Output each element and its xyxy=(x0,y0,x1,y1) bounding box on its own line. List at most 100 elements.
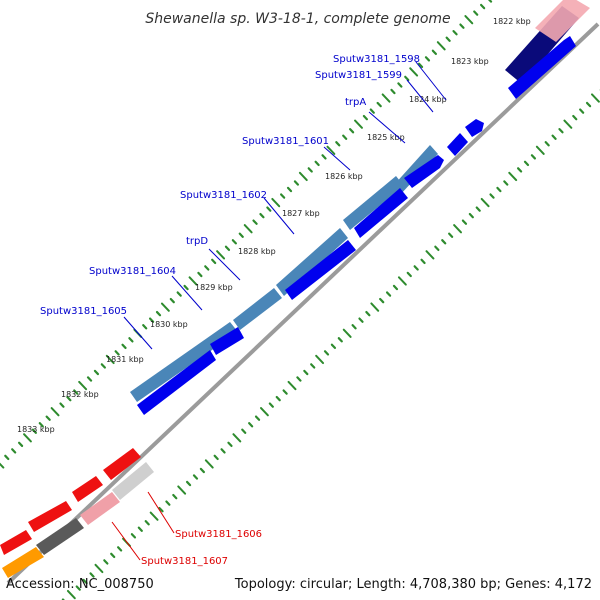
outer-scale-mark xyxy=(404,75,410,82)
cds-block-1609 xyxy=(2,547,44,578)
inner-scale-mark xyxy=(441,239,447,245)
inner-scale-mark xyxy=(392,284,399,291)
cds-block-1608 xyxy=(36,518,84,555)
outer-scale-mark xyxy=(11,448,17,454)
inner-scale-mark xyxy=(282,389,288,395)
outer-scale-mark xyxy=(105,354,115,365)
reverse-cds-blocks xyxy=(2,462,154,578)
inner-scale-mark xyxy=(337,337,343,343)
outer-scale-mark xyxy=(280,193,286,199)
inner-scale-mark xyxy=(89,572,95,578)
outer-scale-mark xyxy=(160,302,170,312)
outer-scale-mark xyxy=(50,407,60,417)
inner-scale-mark xyxy=(579,108,585,114)
outer-scale-mark xyxy=(452,30,458,36)
outer-scale-mark xyxy=(487,0,493,3)
inner-scale-mark xyxy=(144,520,150,526)
outer-scale-mark xyxy=(216,250,226,260)
cds-block-trpD xyxy=(276,228,348,296)
inner-scale-mark xyxy=(385,291,392,297)
outer-scale-mark xyxy=(390,88,396,95)
outer-scale-mark xyxy=(369,108,375,114)
leader-line xyxy=(111,521,141,561)
cds-block-1606 xyxy=(112,462,154,500)
leader-line xyxy=(208,248,241,281)
inner-scale-mark xyxy=(185,480,192,487)
inner-scale-mark xyxy=(475,206,481,212)
gene-arrow-1604 xyxy=(210,327,244,355)
inner-scale-mark xyxy=(213,454,219,461)
inner-scale-mark xyxy=(227,441,233,448)
inner-scale-mark xyxy=(351,324,357,330)
inner-scale-mark xyxy=(303,369,309,376)
leader-line xyxy=(415,61,447,101)
outer-scale-mark xyxy=(252,219,258,225)
inner-scale-mark xyxy=(232,433,242,443)
reverse-gene-label: Sputw3181_1607 xyxy=(141,556,228,567)
genome-backbone xyxy=(6,22,600,585)
scale-tick-label: 1830 kbp xyxy=(150,320,188,329)
cds-block-1602 xyxy=(343,176,404,230)
cds-block-1607 xyxy=(80,492,120,525)
reverse-genes xyxy=(0,448,141,555)
inner-scale-mark xyxy=(130,533,137,539)
outer-scale-mark xyxy=(73,389,79,395)
gene-arrow-1598 xyxy=(508,36,576,99)
outer-scale-mark xyxy=(436,41,446,51)
outer-scale-mark xyxy=(271,197,281,208)
gene-arrow-trpA xyxy=(465,119,484,137)
inner-scale-mark xyxy=(204,459,214,469)
inner-scale-mark xyxy=(323,350,330,356)
inner-scale-mark xyxy=(117,546,123,552)
genome-title: Shewanella sp. W3-18-1, complete genome xyxy=(145,11,450,27)
cds-block-1604 xyxy=(233,288,282,330)
gene-arrow-1606 xyxy=(103,448,141,480)
inner-scale-mark xyxy=(496,186,502,193)
outer-scale-mark xyxy=(307,167,313,173)
forward-gene-label: Sputw3181_1601 xyxy=(242,136,329,147)
gene-arrow-1601 xyxy=(404,155,444,188)
inner-scale-mark xyxy=(516,167,523,173)
leader-line xyxy=(123,316,153,350)
inner-scale-mark xyxy=(75,585,81,591)
outer-scale-mark xyxy=(4,454,10,461)
inner-scale-mark xyxy=(103,559,109,565)
outer-scale-mark xyxy=(259,212,265,219)
inner-scale-mark xyxy=(489,193,495,199)
inner-scale-mark xyxy=(342,328,352,338)
inner-scale-mark xyxy=(503,180,509,186)
outer-scale-mark xyxy=(286,186,293,193)
outer-scale-mark xyxy=(473,10,479,16)
outer-scale-mark xyxy=(243,224,253,234)
outer-scale-mark xyxy=(211,258,217,265)
outer-scale-mark xyxy=(204,265,210,271)
leader-line xyxy=(171,275,203,311)
inner-scale-mark xyxy=(461,219,468,225)
outer-scale-mark xyxy=(362,114,369,121)
outer-scale-mark xyxy=(155,310,162,317)
cds-block-1605 xyxy=(130,322,238,402)
inner-scale-mark xyxy=(434,245,440,252)
outer-scale-mark xyxy=(417,62,424,69)
outer-scale-mark xyxy=(78,380,88,391)
outer-scale-mark xyxy=(321,154,327,160)
outer-scale-mark xyxy=(86,376,93,382)
forward-gene-label: Sputw3181_1604 xyxy=(89,266,176,277)
cds-block-1601 xyxy=(393,145,438,195)
inner-scale-mark xyxy=(66,589,76,600)
inner-scale-mark xyxy=(558,128,564,134)
inner-scale-mark xyxy=(310,363,316,369)
outer-scale-mark xyxy=(335,141,341,147)
outer-scale-mark xyxy=(238,232,244,238)
outer-scale-mark xyxy=(326,145,336,155)
forward-gene-label: Sputw3181_1602 xyxy=(180,190,267,201)
gene-arrow-trpD xyxy=(285,240,356,300)
outer-scale-mark xyxy=(480,3,486,10)
inner-scale-mark xyxy=(563,119,573,129)
forward-gene-label: trpA xyxy=(345,97,366,108)
inner-scale-mark xyxy=(448,232,454,238)
outer-scale-mark xyxy=(298,171,308,182)
outer-scale-mark xyxy=(188,276,198,286)
